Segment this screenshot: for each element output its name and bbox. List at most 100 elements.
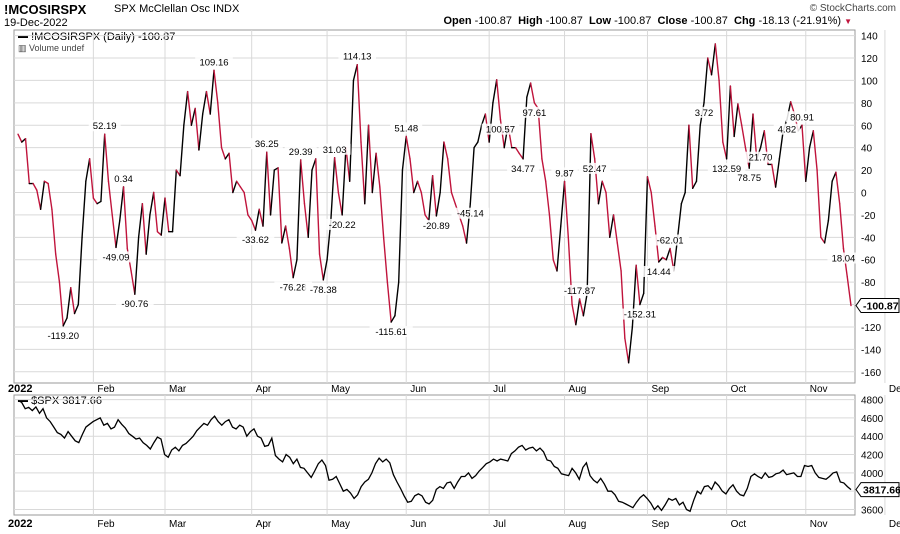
data-label-bg <box>518 106 551 118</box>
data-label: 52.19 <box>93 121 117 132</box>
oscillator-segment <box>601 180 607 194</box>
oscillator-segment <box>714 43 720 82</box>
data-label: -152.31 <box>624 310 656 321</box>
oscillator-segment <box>477 124 483 143</box>
oscillator-segment <box>348 79 355 182</box>
oscillator-segment <box>488 102 494 143</box>
data-label: 36.25 <box>255 139 279 150</box>
oscillator-segment <box>556 225 562 272</box>
copyright-label: © StockCharts.com <box>809 3 896 14</box>
spx-last-value-label: 3817.66 <box>863 485 900 497</box>
oscillator-segment <box>492 79 498 104</box>
oscillator-segment <box>371 152 377 194</box>
oscillator-segment <box>32 182 38 191</box>
data-label-bg <box>323 218 361 230</box>
oscillator-segment <box>220 146 227 160</box>
spx-y-tick-label: 4200 <box>861 451 884 462</box>
data-label-bg <box>827 252 860 264</box>
oscillator-segment <box>835 171 841 205</box>
oscillator-segment <box>446 158 453 194</box>
data-label-bg <box>97 251 135 263</box>
oscillator-segment <box>137 202 144 239</box>
low-value: -100.87 <box>614 15 652 27</box>
high-label: High <box>518 15 543 27</box>
y-tick-label: -140 <box>861 345 881 356</box>
oscillator-segment <box>141 202 147 255</box>
oscillator-segment <box>616 242 622 272</box>
data-label: 52.47 <box>583 164 607 175</box>
oscillator-segment <box>81 180 87 239</box>
oscillator-segment <box>605 191 611 239</box>
oscillator-segment <box>827 180 833 222</box>
data-label: 9.87 <box>555 168 574 179</box>
oscillator-segment <box>820 236 826 244</box>
oscillator-segment <box>88 158 95 199</box>
x-tick-label-lower: Sep <box>651 519 669 530</box>
x-tick-label-lower: Oct <box>731 519 747 530</box>
data-label-bg <box>284 145 317 157</box>
oscillator-segment <box>100 133 106 203</box>
data-label-bg <box>318 143 351 155</box>
oscillator-segment <box>469 146 475 205</box>
x-tick-label: Apr <box>256 384 272 395</box>
oscillator-segment <box>529 82 536 104</box>
oscillator-segment <box>179 124 185 177</box>
oscillator-segment <box>823 219 830 244</box>
x-tick-label-lower: Dec <box>889 519 900 530</box>
oscillator-segment <box>609 214 615 239</box>
data-label: 4.82 <box>778 125 797 136</box>
data-label-bg <box>642 265 675 277</box>
oscillator-segment <box>149 191 155 216</box>
oscillator-segment <box>435 191 441 217</box>
oscillator-segment <box>428 174 434 222</box>
oscillator-segment <box>122 186 129 250</box>
oscillator-segment <box>733 103 739 138</box>
volume-legend-text: Volume undef <box>29 43 85 53</box>
x-tick-label: Dec <box>889 384 900 395</box>
data-label: 29.39 <box>289 147 313 158</box>
oscillator-segment <box>684 124 690 194</box>
oscillator-segment <box>397 169 404 283</box>
oscillator-segment <box>612 214 619 244</box>
oscillator-segment <box>130 270 136 295</box>
oscillator-segment <box>160 197 166 236</box>
y-tick-label: 60 <box>861 121 873 132</box>
data-label-bg <box>690 106 718 118</box>
data-label-bg <box>274 281 312 293</box>
data-label: 0.34 <box>114 174 133 185</box>
oscillator-segment <box>635 264 641 306</box>
oscillator-segment <box>639 292 645 306</box>
oscillator-segment <box>115 219 121 249</box>
spx-y-tick-label: 3600 <box>861 506 884 517</box>
x-tick-label-lower: Nov <box>810 519 828 530</box>
data-label: 34.77 <box>511 164 535 175</box>
oscillator-segment <box>17 133 23 143</box>
oscillator-segment <box>676 202 683 239</box>
open-value: -100.87 <box>474 15 512 27</box>
high-value: -100.87 <box>545 15 583 27</box>
oscillator-segment <box>364 124 370 205</box>
oscillator-segment <box>405 135 411 160</box>
data-label: -90.76 <box>121 299 148 310</box>
spx-y-tick-label: 4000 <box>861 469 884 480</box>
spx-y-tick-label: 4400 <box>861 432 884 443</box>
oscillator-segment <box>597 180 603 205</box>
oscillator-segment <box>590 132 596 160</box>
oscillator-segment <box>586 132 592 295</box>
oscillator-segment <box>658 256 664 263</box>
oscillator-segment <box>409 158 415 194</box>
oscillator-segment <box>152 191 159 233</box>
oscillator-segment <box>333 157 340 194</box>
oscillator-segment <box>729 85 735 138</box>
oscillator-segment <box>73 303 80 315</box>
data-label: 14.44 <box>647 267 671 278</box>
oscillator-segment <box>722 141 728 160</box>
oscillator-segment <box>665 247 671 261</box>
oscillator-segment <box>620 270 626 339</box>
data-label: 109.16 <box>199 57 228 68</box>
oscillator-segment <box>544 180 551 216</box>
spx-y-tick-label: 4800 <box>861 396 884 407</box>
oscillator-segment <box>771 163 777 188</box>
oscillator-segment <box>277 167 283 244</box>
oscillator-segment <box>235 180 242 188</box>
